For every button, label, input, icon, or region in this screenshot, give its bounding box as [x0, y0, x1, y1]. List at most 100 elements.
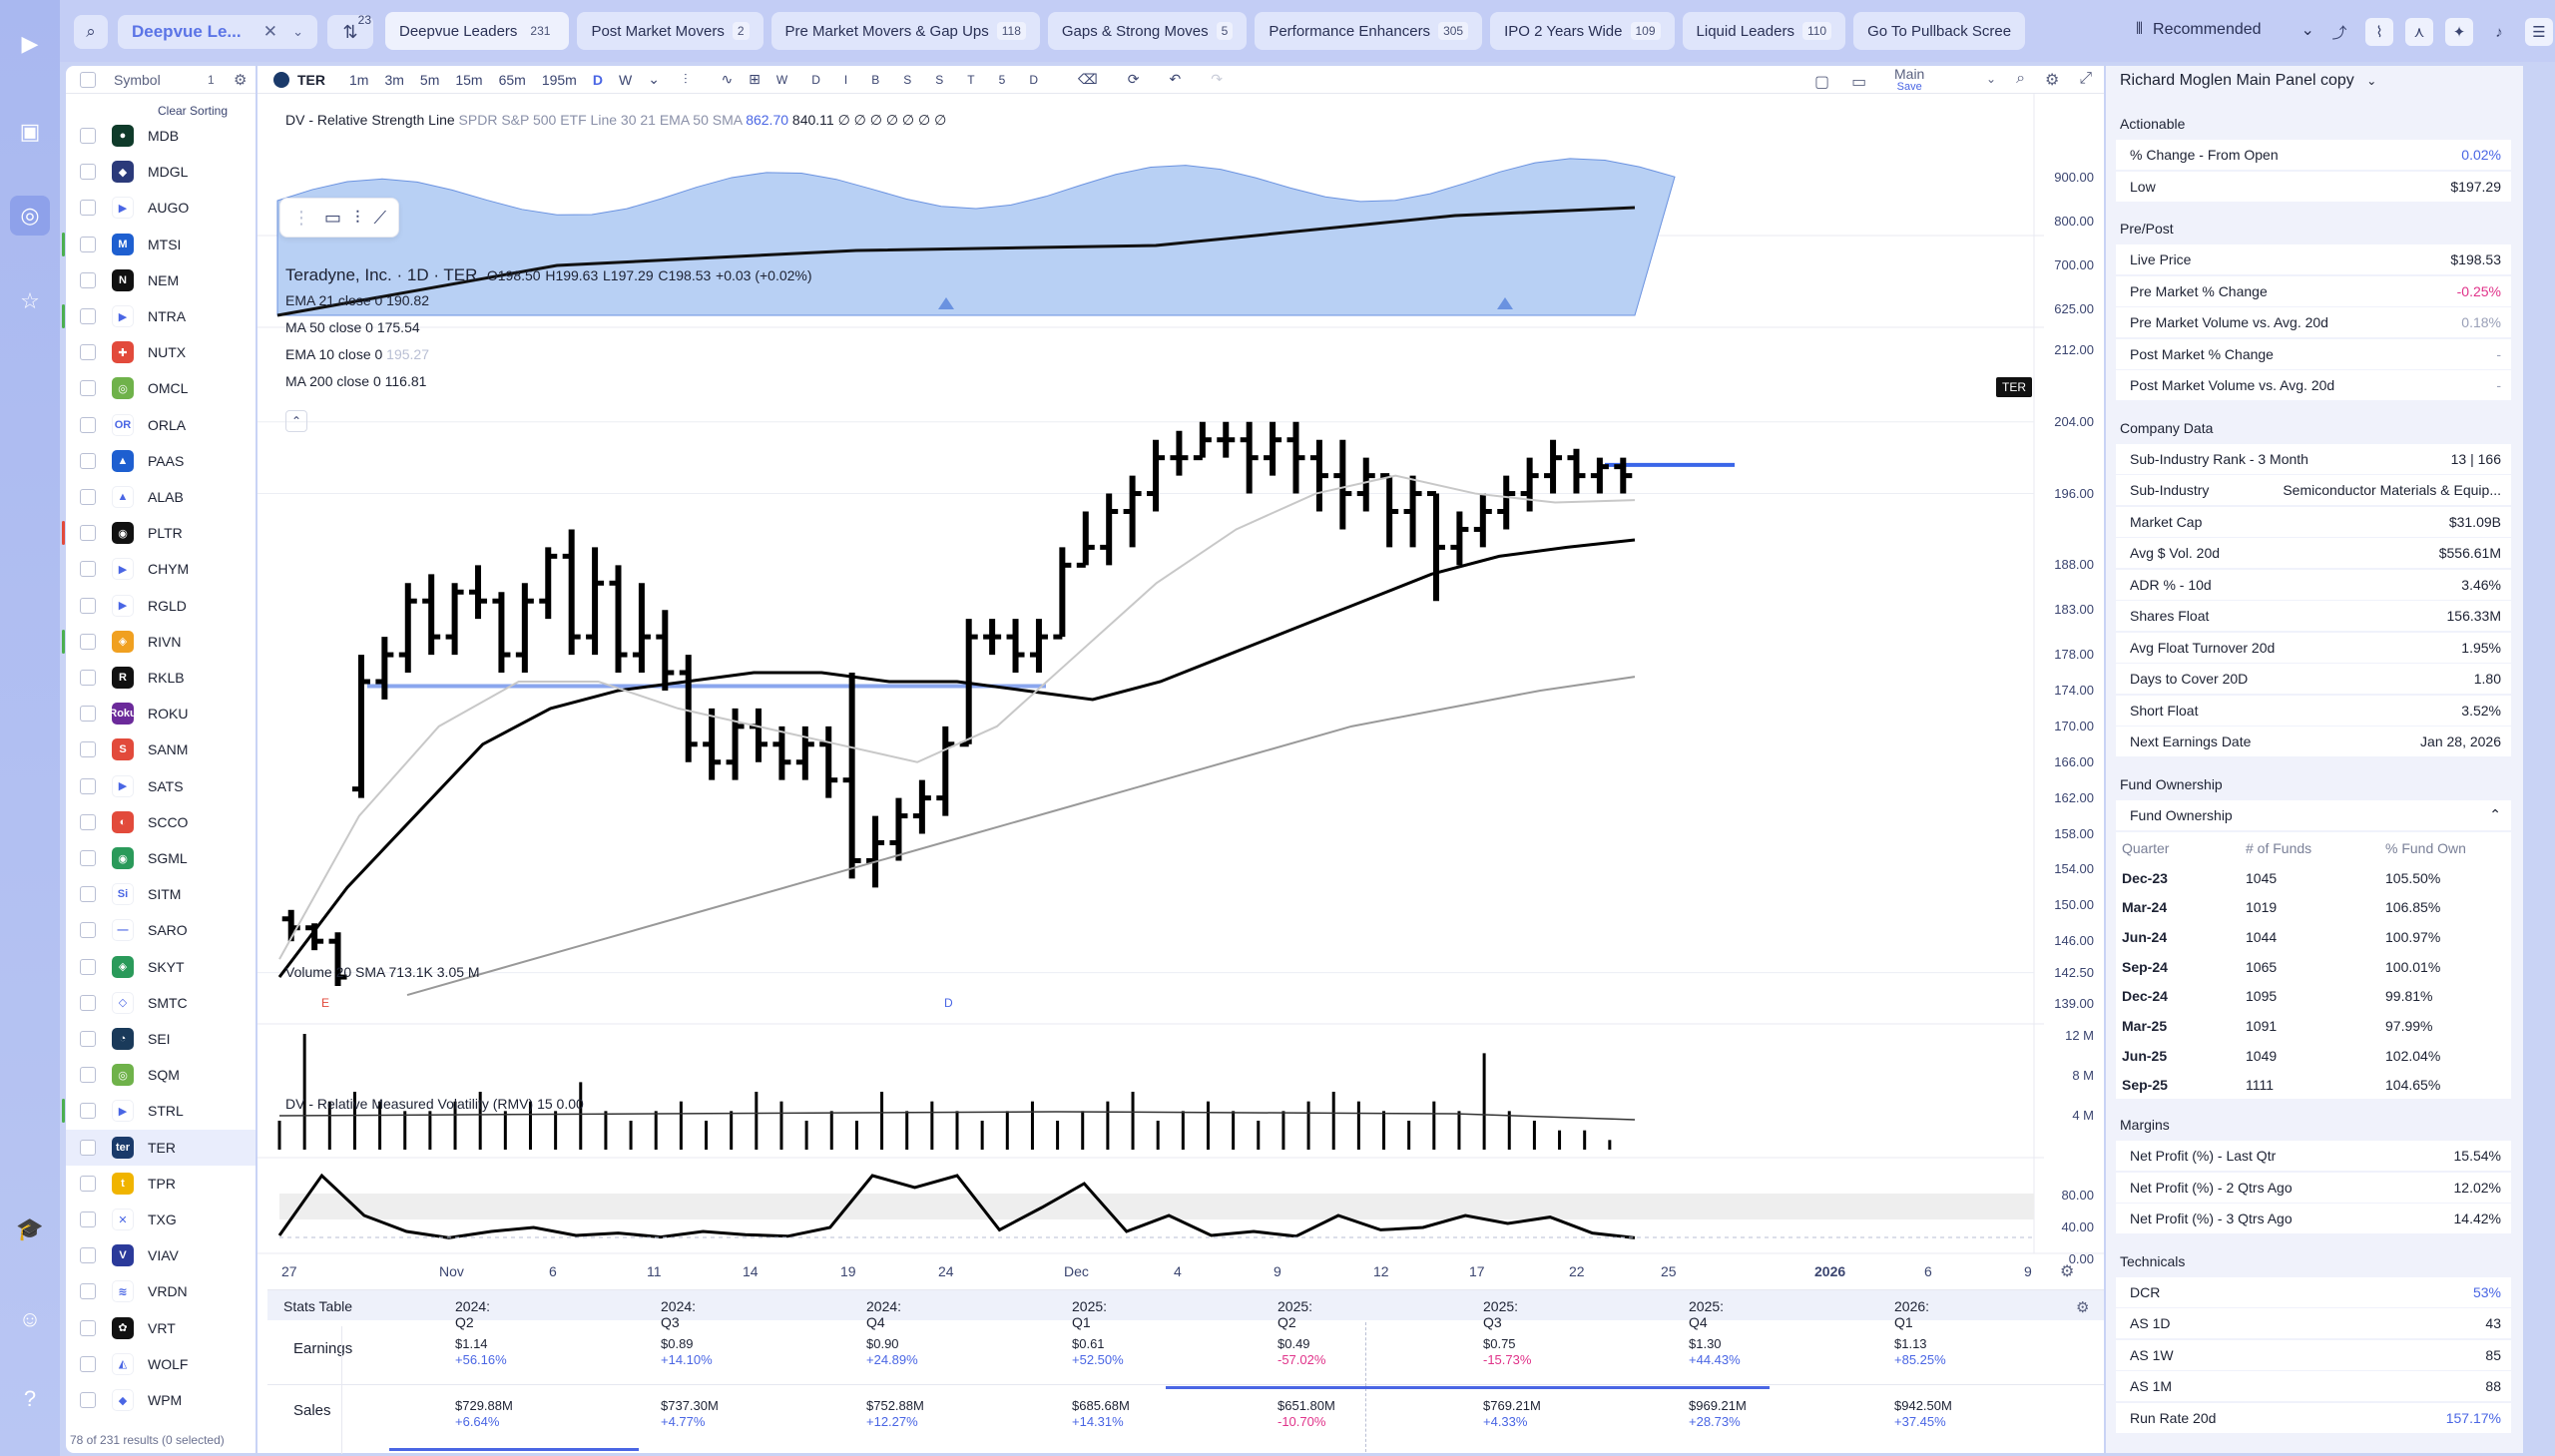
timeframe-65m[interactable]: 65m — [498, 71, 526, 88]
indicator-line[interactable]: MA 200 close 0 116.81 — [285, 368, 429, 395]
list-item[interactable]: ◎ OMCL — [66, 370, 256, 406]
education-icon[interactable]: 🎓 — [16, 1216, 44, 1241]
symbol-column-header[interactable]: Symbol — [114, 71, 161, 88]
timeframe-1m[interactable]: 1m — [349, 71, 369, 88]
star-icon[interactable]: ☆ — [20, 288, 40, 313]
overlay-toggle-0[interactable]: W — [775, 72, 788, 87]
list-item[interactable]: ▶ NTRA — [62, 298, 256, 334]
overlay-toggle-5[interactable]: S — [935, 72, 944, 87]
panel-row[interactable]: DCR 53% — [2116, 1276, 2511, 1307]
layout-select[interactable]: Main Save — [1894, 67, 1924, 94]
panel-row[interactable]: Net Profit (%) - Last Qtr 15.54% — [2116, 1141, 2511, 1172]
row-checkbox[interactable] — [80, 1139, 96, 1156]
pin-icon[interactable]: ✦ — [2445, 18, 2473, 46]
row-checkbox[interactable] — [80, 416, 96, 433]
row-checkbox[interactable] — [80, 850, 96, 866]
row-checkbox[interactable] — [80, 741, 96, 758]
scanner-icon[interactable]: ◎ — [10, 196, 50, 236]
panel-row[interactable]: AS 1D 43 — [2116, 1308, 2511, 1339]
panel-row[interactable]: Run Rate 20d 157.17% — [2116, 1402, 2511, 1433]
panel-row[interactable]: AS 1W 85 — [2116, 1339, 2511, 1370]
list-item[interactable]: Roku ROKU — [66, 696, 256, 731]
overlay-toggle-6[interactable]: T — [967, 72, 975, 87]
chart-canvas[interactable] — [257, 66, 2104, 1289]
logo-icon[interactable]: ▶ — [21, 31, 39, 56]
row-checkbox[interactable] — [80, 1031, 96, 1047]
panel-row[interactable]: Avg $ Vol. 20d $556.61M — [2116, 538, 2511, 568]
indicator-line[interactable]: MA 50 close 0 175.54 — [285, 314, 429, 341]
settings-icon[interactable]: ⚙ — [2076, 1299, 2090, 1316]
row-checkbox[interactable] — [80, 1103, 96, 1120]
list-item[interactable]: V VIAV — [66, 1237, 256, 1273]
list-item[interactable]: ≋ VRDN — [66, 1273, 256, 1309]
overlay-toggle-1[interactable]: D — [811, 72, 820, 87]
collapse-legend-button[interactable]: ⌃ — [285, 410, 307, 432]
list-item[interactable]: ◈ SKYT — [66, 949, 256, 985]
list-item[interactable]: ▲ ALAB — [66, 479, 256, 515]
row-checkbox[interactable] — [80, 452, 96, 469]
comment-icon[interactable]: ▭ — [324, 207, 342, 228]
axis-settings-icon[interactable]: ⚙ — [2060, 1263, 2075, 1280]
overlay-toggle-4[interactable]: S — [903, 72, 912, 87]
timeframe-3m[interactable]: 3m — [384, 71, 404, 88]
indicators-icon[interactable]: ∿ — [721, 71, 734, 87]
tab-1[interactable]: Post Market Movers 2 — [577, 12, 764, 50]
panel-row[interactable]: Post Market % Change - — [2116, 338, 2511, 369]
gear-icon[interactable]: ⚙ — [234, 71, 248, 89]
row-checkbox[interactable] — [80, 164, 96, 181]
trendline-icon[interactable]: ⟋ — [373, 207, 387, 228]
search-button[interactable]: ⌕ — [74, 15, 108, 49]
indicator-line[interactable]: EMA 21 close 0 190.82 — [285, 287, 429, 314]
row-checkbox[interactable] — [80, 1247, 96, 1264]
timeframe-15m[interactable]: 15m — [455, 71, 483, 88]
list-item[interactable]: ✕ TXG — [66, 1202, 256, 1237]
bar-tool-icon[interactable]: ⫶ — [355, 207, 360, 228]
share-icon[interactable]: ⤴ — [2331, 24, 2347, 42]
list-item[interactable]: ▶ SATS — [66, 768, 256, 804]
eraser-icon[interactable]: ⌫ — [1078, 71, 1098, 87]
sort-filter-button[interactable]: ⇅ 23 — [327, 13, 373, 49]
panel-row[interactable]: Market Cap $31.09B — [2116, 506, 2511, 537]
list-item[interactable]: ▲ PAAS — [66, 443, 256, 479]
list-item[interactable]: OR ORLA — [66, 407, 256, 443]
panel-row[interactable]: Days to Cover 20D 1.80 — [2116, 664, 2511, 694]
settings-icon[interactable]: ⚙ — [2045, 72, 2060, 89]
row-checkbox[interactable] — [80, 1319, 96, 1336]
list-item[interactable]: ◭ WOLF — [66, 1346, 256, 1382]
tab-5[interactable]: IPO 2 Years Wide 109 — [1490, 12, 1675, 50]
panel-row[interactable]: Short Float 3.52% — [2116, 695, 2511, 726]
help-icon[interactable]: ? — [23, 1386, 37, 1411]
row-checkbox[interactable] — [80, 380, 96, 397]
row-checkbox[interactable] — [80, 344, 96, 361]
earnings-marker[interactable]: E — [321, 996, 330, 1010]
chevron-down-icon[interactable]: ⌄ — [648, 71, 660, 87]
clear-icon[interactable]: ✕ — [262, 22, 277, 41]
tab-3[interactable]: Gaps & Strong Moves 5 — [1047, 12, 1248, 50]
list-item[interactable]: — SARO — [66, 912, 256, 948]
row-checkbox[interactable] — [80, 1067, 96, 1084]
row-checkbox[interactable] — [80, 561, 96, 578]
panel-row[interactable]: Next Earnings Date Jan 28, 2026 — [2116, 727, 2511, 756]
row-checkbox[interactable] — [80, 1283, 96, 1300]
list-item[interactable]: ▶ RGLD — [66, 588, 256, 624]
timeframe-D[interactable]: D — [592, 71, 603, 88]
list-item[interactable]: t TPR — [66, 1166, 256, 1202]
tab-2[interactable]: Pre Market Movers & Gap Ups 118 — [770, 12, 1040, 50]
panel-row[interactable]: Avg Float Turnover 20d 1.95% — [2116, 632, 2511, 663]
overlay-toggle-2[interactable]: I — [843, 72, 848, 87]
list-item[interactable]: M MTSI — [62, 227, 256, 262]
row-checkbox[interactable] — [80, 958, 96, 975]
clear-sorting-tooltip[interactable]: Clear Sorting — [158, 104, 229, 118]
zoom-icon[interactable]: ⌕ — [2016, 70, 2026, 87]
redo-icon[interactable]: ↷ — [1211, 71, 1223, 87]
row-checkbox[interactable] — [80, 200, 96, 217]
list-item[interactable]: ✿ VRT — [66, 1310, 256, 1346]
panel-title[interactable]: Richard Moglen Main Panel copy ⌄ — [2120, 72, 2376, 90]
list-item[interactable]: ▶ AUGO — [66, 190, 256, 226]
row-checkbox[interactable] — [80, 994, 96, 1011]
row-checkbox[interactable] — [80, 922, 96, 939]
list-item[interactable]: ◔ SEI — [66, 1021, 256, 1057]
recommended-select[interactable]: ⦀ Recommended ⌄ — [2136, 20, 2314, 40]
fund-ownership-toggle[interactable]: Fund Ownership ⌃ — [2116, 799, 2511, 830]
overlay-toggle-8[interactable]: D — [1029, 72, 1038, 87]
